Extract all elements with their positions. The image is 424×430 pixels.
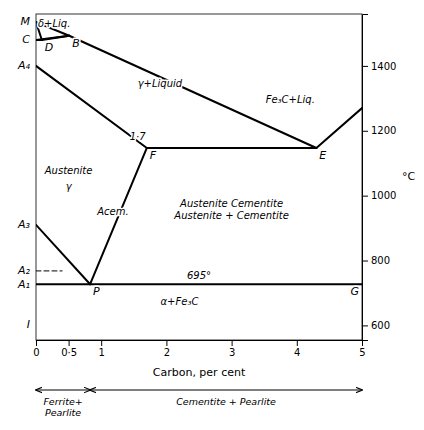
region-label: γ (66, 181, 73, 192)
x-axis-line (37, 341, 363, 347)
y-axis: 600 800 1000 1200 1400 (362, 15, 396, 341)
boundary-line (69, 36, 316, 148)
boundary-line (316, 108, 362, 148)
y-tick-label: 1200 (371, 125, 396, 136)
point-label: A₂ (17, 264, 31, 277)
region-label: δ+Liq. (38, 18, 70, 29)
x-tick-mark (69, 340, 70, 346)
x-tick: 0·5 (61, 340, 77, 358)
point-label: E (319, 149, 326, 162)
y-tick-label: 600 (371, 320, 390, 331)
y-tick: 800 (362, 255, 390, 266)
region-label: Austenite Cementite (179, 198, 283, 209)
range-label: Cementite + Pearlite (176, 396, 276, 407)
region-label: Austenite + Cementite (173, 210, 289, 221)
x-tick-label: 1 (99, 347, 105, 358)
range-label: Ferrite+Pearlite (43, 396, 82, 418)
range-label-line: Pearlite (45, 407, 81, 418)
point-label: D (45, 41, 53, 54)
y-tick: 1200 (362, 125, 396, 136)
point-label: A₄ (17, 59, 31, 72)
x-tick: 4 (294, 340, 300, 358)
point-label: A₃ (17, 218, 31, 231)
region-label: Fe₃C+Liq. (266, 94, 315, 105)
annotations: MC A₄ A₃ A₂A₁ I B D F E P G 1·7 δ+Liq. γ+Liquid Fe₃C+L… (17, 15, 362, 418)
point-label: M (21, 15, 31, 28)
point-label: I (27, 318, 30, 331)
chart: 0 0·5 1 2 3 4 5 600 800 1000 1200 1400 Carbon, per c… (0, 0, 424, 430)
y-tick-label: 1000 (371, 190, 396, 201)
x-tick-label: 0·5 (61, 347, 77, 358)
region-label: 1·7 (130, 131, 147, 142)
boundary-line (36, 225, 90, 284)
x-tick-mark (36, 340, 37, 346)
region-label: 695° (187, 270, 211, 281)
boundary-line (36, 283, 362, 285)
point-label: F (150, 149, 157, 162)
range-arrow (36, 390, 90, 391)
y-tick: 600 (362, 320, 390, 331)
x-tick: 1 (99, 340, 105, 358)
x-tick-mark (166, 340, 167, 346)
x-tick: 2 (164, 340, 170, 358)
x-tick-mark (232, 340, 233, 346)
boundary-line (36, 270, 62, 271)
point-label: A₁ (17, 278, 30, 291)
point-label: C (22, 33, 30, 46)
x-tick: 5 (359, 340, 365, 358)
plot-frame (36, 14, 362, 340)
x-tick-label: 4 (294, 347, 300, 358)
y-tick: 1000 (362, 190, 396, 201)
y-tick-mark (362, 66, 368, 67)
boundary-line (90, 148, 147, 284)
x-tick-label: 2 (164, 347, 170, 358)
point-label: P (93, 285, 100, 298)
boundary-line (36, 66, 147, 148)
y-tick: 1400 (362, 61, 396, 72)
y-tick-mark (362, 196, 368, 197)
point-label: G (350, 285, 359, 298)
y-tick-mark (362, 131, 368, 132)
y-tick-mark (362, 325, 368, 326)
point-label: B (72, 37, 80, 50)
range-label-line: Cementite + Pearlite (176, 396, 276, 407)
x-axis: 0 0·5 1 2 3 4 5 (33, 340, 365, 358)
y-tick-label: 1400 (371, 61, 396, 72)
x-tick-label: 3 (229, 347, 235, 358)
x-tick-label: 0 (33, 347, 39, 358)
boundary-line (147, 147, 317, 149)
y-axis-line (363, 15, 369, 341)
range-label-line: Ferrite+ (43, 396, 82, 407)
plot: 0 0·5 1 2 3 4 5 600 800 1000 1200 1400 Carbon, per c… (17, 14, 415, 418)
x-tick-mark (101, 340, 102, 346)
boundary-line (42, 36, 69, 40)
x-tick: 3 (229, 340, 235, 358)
x-tick-label: 5 (359, 347, 365, 358)
lines (36, 22, 362, 284)
y-axis-title: °C (402, 170, 416, 183)
x-tick: 0 (33, 340, 39, 358)
y-tick-label: 800 (371, 255, 390, 266)
x-tick-mark (297, 340, 298, 346)
region-label: Austenite (44, 165, 93, 176)
region-label: γ+Liquid (138, 78, 183, 89)
x-axis-title: Carbon, per cent (153, 366, 246, 379)
region-label: Acem. (96, 206, 128, 217)
y-tick-mark (362, 261, 368, 262)
region-label: α+Fe₃C (161, 296, 199, 307)
range-arrow (90, 390, 362, 391)
